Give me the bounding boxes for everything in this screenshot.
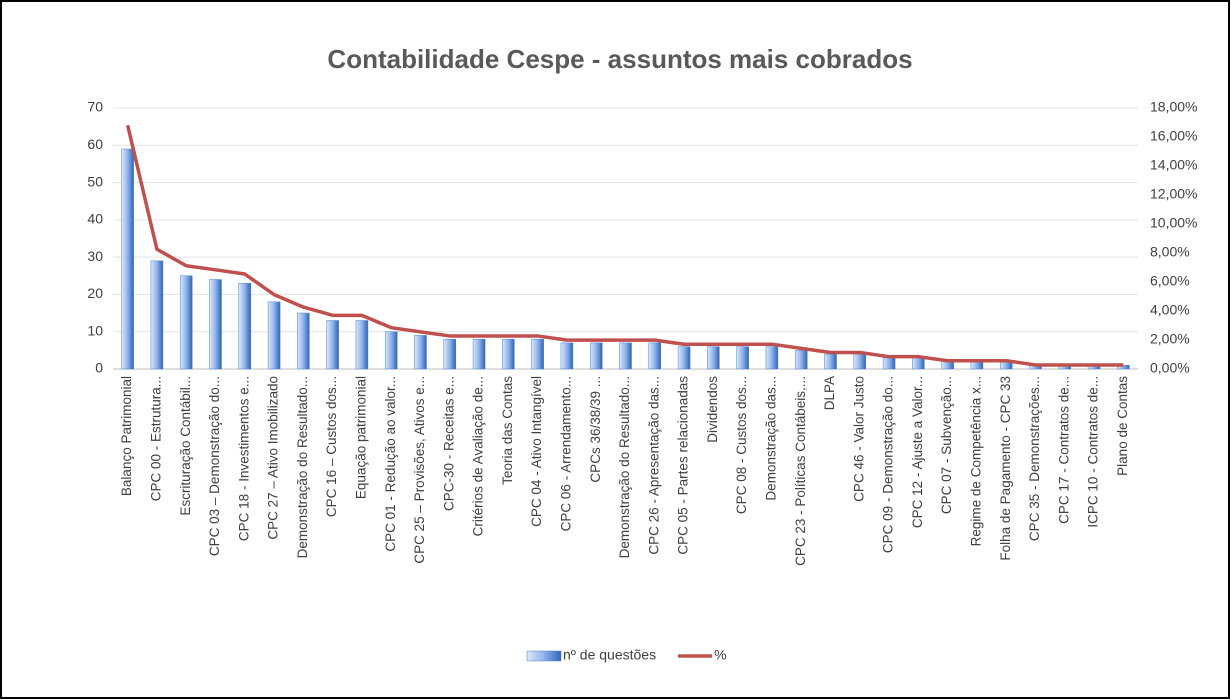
y-tick-label: 30 bbox=[87, 248, 103, 264]
x-tick-label: CPC 26 - Apresentação das... bbox=[646, 376, 661, 555]
x-tick-label: CPC 17 - Contratos de... bbox=[1056, 376, 1071, 524]
y2-tick-label: 2,00% bbox=[1150, 331, 1190, 347]
x-tick-label: CPC 05 - Partes relacionadas bbox=[676, 376, 691, 555]
bar bbox=[355, 320, 369, 370]
bar bbox=[941, 361, 954, 370]
bar bbox=[472, 338, 486, 370]
bar bbox=[853, 353, 867, 370]
x-tick-label: ICPC 10 - Contratos de... bbox=[1086, 376, 1101, 528]
bar bbox=[209, 279, 222, 370]
x-tick-label: Demonstração das... bbox=[763, 376, 778, 501]
x-tick-label: CPC 09 - Demonstração do... bbox=[881, 376, 896, 553]
x-tick-label: Equação patrimonial bbox=[353, 376, 368, 499]
x-tick-label: Critérios de Avaliação de... bbox=[471, 376, 486, 536]
bar bbox=[414, 335, 427, 370]
bar bbox=[648, 342, 662, 370]
chart-title: Contabilidade Cespe - assuntos mais cobr… bbox=[327, 44, 912, 74]
x-tick-label: CPC 35 - Demonstrações... bbox=[1027, 376, 1042, 541]
y2-tick-label: 8,00% bbox=[1150, 244, 1190, 260]
x-tick-label: CPC 08 - Custos dos... bbox=[734, 376, 749, 514]
bar bbox=[179, 275, 193, 370]
x-tick-label: CPC 00 - Estrutura... bbox=[148, 376, 163, 501]
y2-tick-label: 16,00% bbox=[1150, 128, 1197, 144]
legend-label: % bbox=[714, 647, 726, 663]
x-tick-label: DLPA bbox=[822, 376, 837, 410]
x-tick-label: CPC 46 - Valor Justo bbox=[851, 376, 866, 502]
x-tick-label: CPCs 36/38/39 ... bbox=[588, 376, 603, 483]
bar bbox=[121, 148, 134, 370]
x-tick-label: CPC 06 - Arrendamento... bbox=[558, 376, 573, 531]
bar bbox=[443, 338, 457, 370]
bar bbox=[238, 282, 252, 370]
bar bbox=[297, 312, 310, 370]
x-tick-label: CPC 25 – Provisões, Ativos e... bbox=[412, 376, 427, 564]
x-tick-label: CPC 01 - Redução ao valor... bbox=[383, 376, 398, 552]
y2-tick-label: 4,00% bbox=[1150, 302, 1190, 318]
x-tick-label: Teoria das Contas bbox=[500, 376, 515, 485]
x-tick-label: Plano de Contas bbox=[1115, 376, 1130, 476]
bar bbox=[619, 342, 632, 370]
y2-tick-label: 12,00% bbox=[1150, 186, 1197, 202]
bar bbox=[794, 350, 808, 370]
bar bbox=[560, 342, 574, 370]
y-tick-label: 60 bbox=[87, 136, 103, 152]
x-tick-label: CPC 23 - Políticas Contábeis,... bbox=[793, 376, 808, 566]
x-tick-label: CPC 03 – Demonstração do... bbox=[207, 376, 222, 556]
bar bbox=[384, 331, 398, 370]
x-tick-label: Regime de Competência x... bbox=[968, 376, 983, 546]
bar bbox=[326, 320, 339, 370]
y-tick-label: 0 bbox=[95, 360, 103, 376]
y-tick-label: 40 bbox=[87, 211, 103, 227]
x-tick-label: Balanço Patrimonial bbox=[119, 376, 134, 496]
bar bbox=[267, 301, 281, 370]
x-tick-label: CPC 07 - Subvenção... bbox=[939, 376, 954, 514]
legend-swatch bbox=[526, 650, 562, 662]
y-tick-label: 70 bbox=[87, 99, 103, 115]
bar bbox=[531, 338, 544, 370]
y2-tick-label: 6,00% bbox=[1150, 273, 1190, 289]
y-tick-label: 20 bbox=[87, 285, 103, 301]
legend-label: nº de questões bbox=[563, 647, 656, 663]
x-tick-label: CPC 27 – Ativo Imobilizado bbox=[266, 376, 281, 540]
x-tick-label: Demonstração do Resultado... bbox=[617, 376, 632, 558]
x-tick-label: CPC 04 - Ativo Intangível bbox=[529, 376, 544, 527]
bar bbox=[150, 260, 164, 370]
y2-tick-label: 0,00% bbox=[1150, 360, 1190, 376]
x-tick-label: CPC 18 - Investimentos e... bbox=[236, 376, 251, 541]
y2-tick-label: 18,00% bbox=[1150, 99, 1197, 115]
x-tick-label: CPC 16 – Custos dos... bbox=[324, 376, 339, 517]
line bbox=[125, 124, 1124, 367]
bar bbox=[882, 357, 896, 370]
y-tick-label: 50 bbox=[87, 173, 103, 189]
bar bbox=[736, 346, 749, 370]
bar bbox=[912, 357, 925, 370]
y-tick-label: 10 bbox=[87, 322, 103, 338]
x-tick-label: Demonstração do Resultado... bbox=[295, 376, 310, 558]
bar bbox=[824, 353, 837, 370]
y2-tick-label: 14,00% bbox=[1150, 157, 1197, 173]
x-tick-label: Dividendos bbox=[705, 376, 720, 443]
bar bbox=[677, 346, 691, 370]
x-tick-label: Folha de Pagamento - CPC 33 bbox=[998, 376, 1013, 561]
bar bbox=[707, 346, 720, 370]
x-tick-label: CPC 12 - Ajuste a Valor... bbox=[910, 376, 925, 528]
y2-tick-label: 10,00% bbox=[1150, 215, 1197, 231]
x-tick-label: CPC-30 - Receitas e... bbox=[441, 376, 456, 511]
bar bbox=[589, 342, 603, 370]
bar bbox=[502, 338, 515, 370]
bar bbox=[765, 346, 779, 370]
x-tick-label: Escrituração Contábil... bbox=[178, 376, 193, 516]
bar bbox=[970, 361, 984, 370]
